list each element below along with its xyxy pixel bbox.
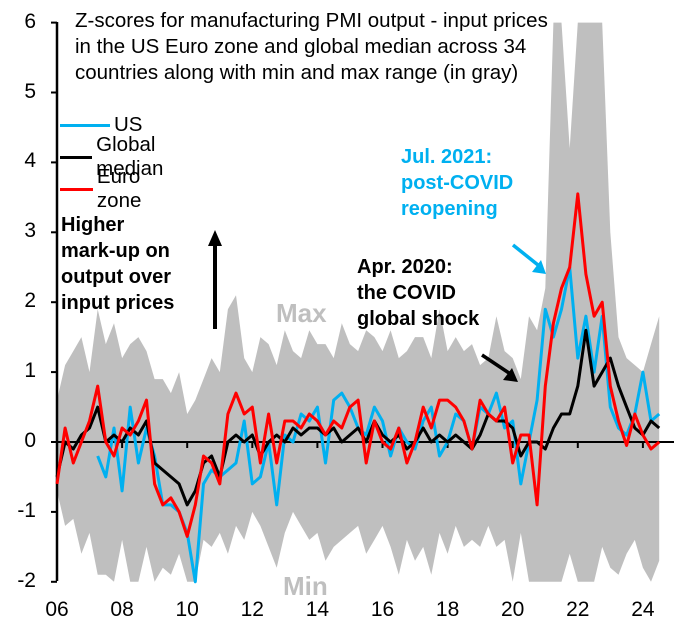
title-line: countries along with min and max range (… [75,61,519,84]
annotation-jul-2021: Jul. 2021: post-COVID reopening [401,144,513,222]
legend-label: Euro zone [96,165,142,212]
chart-title: Z-scores for manufacturing PMI output - … [75,8,548,86]
y-tick-label: 0 [24,429,36,452]
apr2020-arrow-icon [481,353,518,382]
annotation-arrows [208,230,546,382]
legend-entry-global-median: Global median [60,133,181,180]
x-tick-label: 10 [175,598,199,621]
max-label: Max [276,298,327,328]
x-tick-label: 18 [435,598,460,621]
title-line: Z-scores for manufacturing PMI output - … [75,9,548,32]
legend-swatch-global-median [60,155,93,159]
annotation-line: Higher [61,214,125,236]
series-line-euro-zone [55,192,661,538]
annotation-line: mark-up on [61,240,170,262]
legend-entry-us: US [60,113,142,137]
annotation-line: output over [61,266,171,288]
x-tick-label: 08 [110,598,134,621]
x-tick-label: 16 [370,598,395,621]
x-tick-label: 24 [631,598,655,621]
annotation-line: reopening [401,198,498,220]
annotation-line: Jul. 2021: [401,146,493,168]
y-tick-label: 6 [24,9,36,33]
y-tick-label: -1 [17,498,36,522]
y-tick-label: 1 [24,359,36,383]
annotation-line: the COVID [357,282,456,304]
annotation-line: post-COVID [401,172,514,194]
x-tick-label: 14 [305,598,330,621]
x-tick-label: 12 [240,598,264,621]
legend-swatch-euro-zone [60,187,93,191]
series-line-us [96,265,661,584]
y-tick-label: -2 [17,568,36,592]
jul2021-arrow-icon [511,243,546,274]
y-tick-label: 5 [24,79,36,103]
annotation-apr-2020: Apr. 2020: the COVID global shock [357,254,479,332]
x-tick-label: 20 [501,598,525,621]
y-tick-label: 3 [24,219,36,243]
x-tick-label: 22 [566,598,590,621]
series-line-global-median [55,328,661,507]
ticks [51,21,644,583]
up-arrow-icon [208,230,222,329]
y-tick-label: 2 [24,289,36,313]
legend-entry-euro-zone: Euro zone [60,165,158,212]
legend-label: Global median [96,133,164,180]
min-label: Min [283,571,328,601]
title-line: in the US Euro zone and global median ac… [75,35,527,58]
annotation-higher-markup: Higher mark-up on output over input pric… [61,212,174,316]
annotation-line: input prices [61,292,175,314]
annotation-line: Apr. 2020: [357,256,453,278]
x-tick-label: 06 [45,598,69,621]
y-tick-label: 4 [24,149,36,173]
legend-label: US [114,113,143,136]
series [55,192,661,584]
legend-swatch-us [60,123,110,127]
annotation-line: global shock [357,308,480,330]
